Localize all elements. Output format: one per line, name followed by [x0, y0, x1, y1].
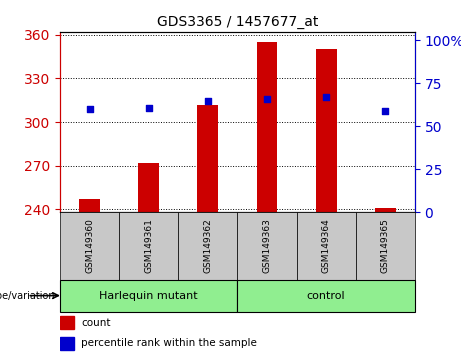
Bar: [356, 212, 415, 280]
Text: GSM149362: GSM149362: [203, 219, 213, 273]
Bar: [197, 105, 218, 212]
Text: count: count: [81, 318, 111, 329]
Bar: [316, 49, 337, 212]
Point: [204, 98, 212, 103]
Bar: [60, 316, 74, 329]
Bar: [60, 337, 74, 350]
Bar: [375, 208, 396, 212]
Bar: [60, 212, 119, 280]
Text: control: control: [307, 291, 345, 301]
Bar: [237, 212, 296, 280]
Bar: [138, 163, 159, 212]
Bar: [79, 199, 100, 212]
Text: genotype/variation: genotype/variation: [0, 291, 55, 301]
Point: [263, 96, 271, 102]
Text: percentile rank within the sample: percentile rank within the sample: [81, 338, 257, 348]
Text: GSM149364: GSM149364: [322, 219, 331, 273]
Point: [382, 108, 389, 114]
Bar: [60, 280, 237, 312]
Bar: [296, 212, 356, 280]
Bar: [257, 42, 278, 212]
Bar: [178, 212, 237, 280]
Point: [86, 107, 93, 112]
Text: GSM149361: GSM149361: [144, 218, 153, 274]
Bar: [119, 212, 178, 280]
Text: GSM149363: GSM149363: [262, 218, 272, 274]
Title: GDS3365 / 1457677_at: GDS3365 / 1457677_at: [157, 16, 318, 29]
Point: [145, 105, 152, 110]
Text: GSM149365: GSM149365: [381, 218, 390, 274]
Bar: [237, 280, 415, 312]
Text: Harlequin mutant: Harlequin mutant: [100, 291, 198, 301]
Point: [322, 95, 330, 100]
Text: GSM149360: GSM149360: [85, 218, 94, 274]
